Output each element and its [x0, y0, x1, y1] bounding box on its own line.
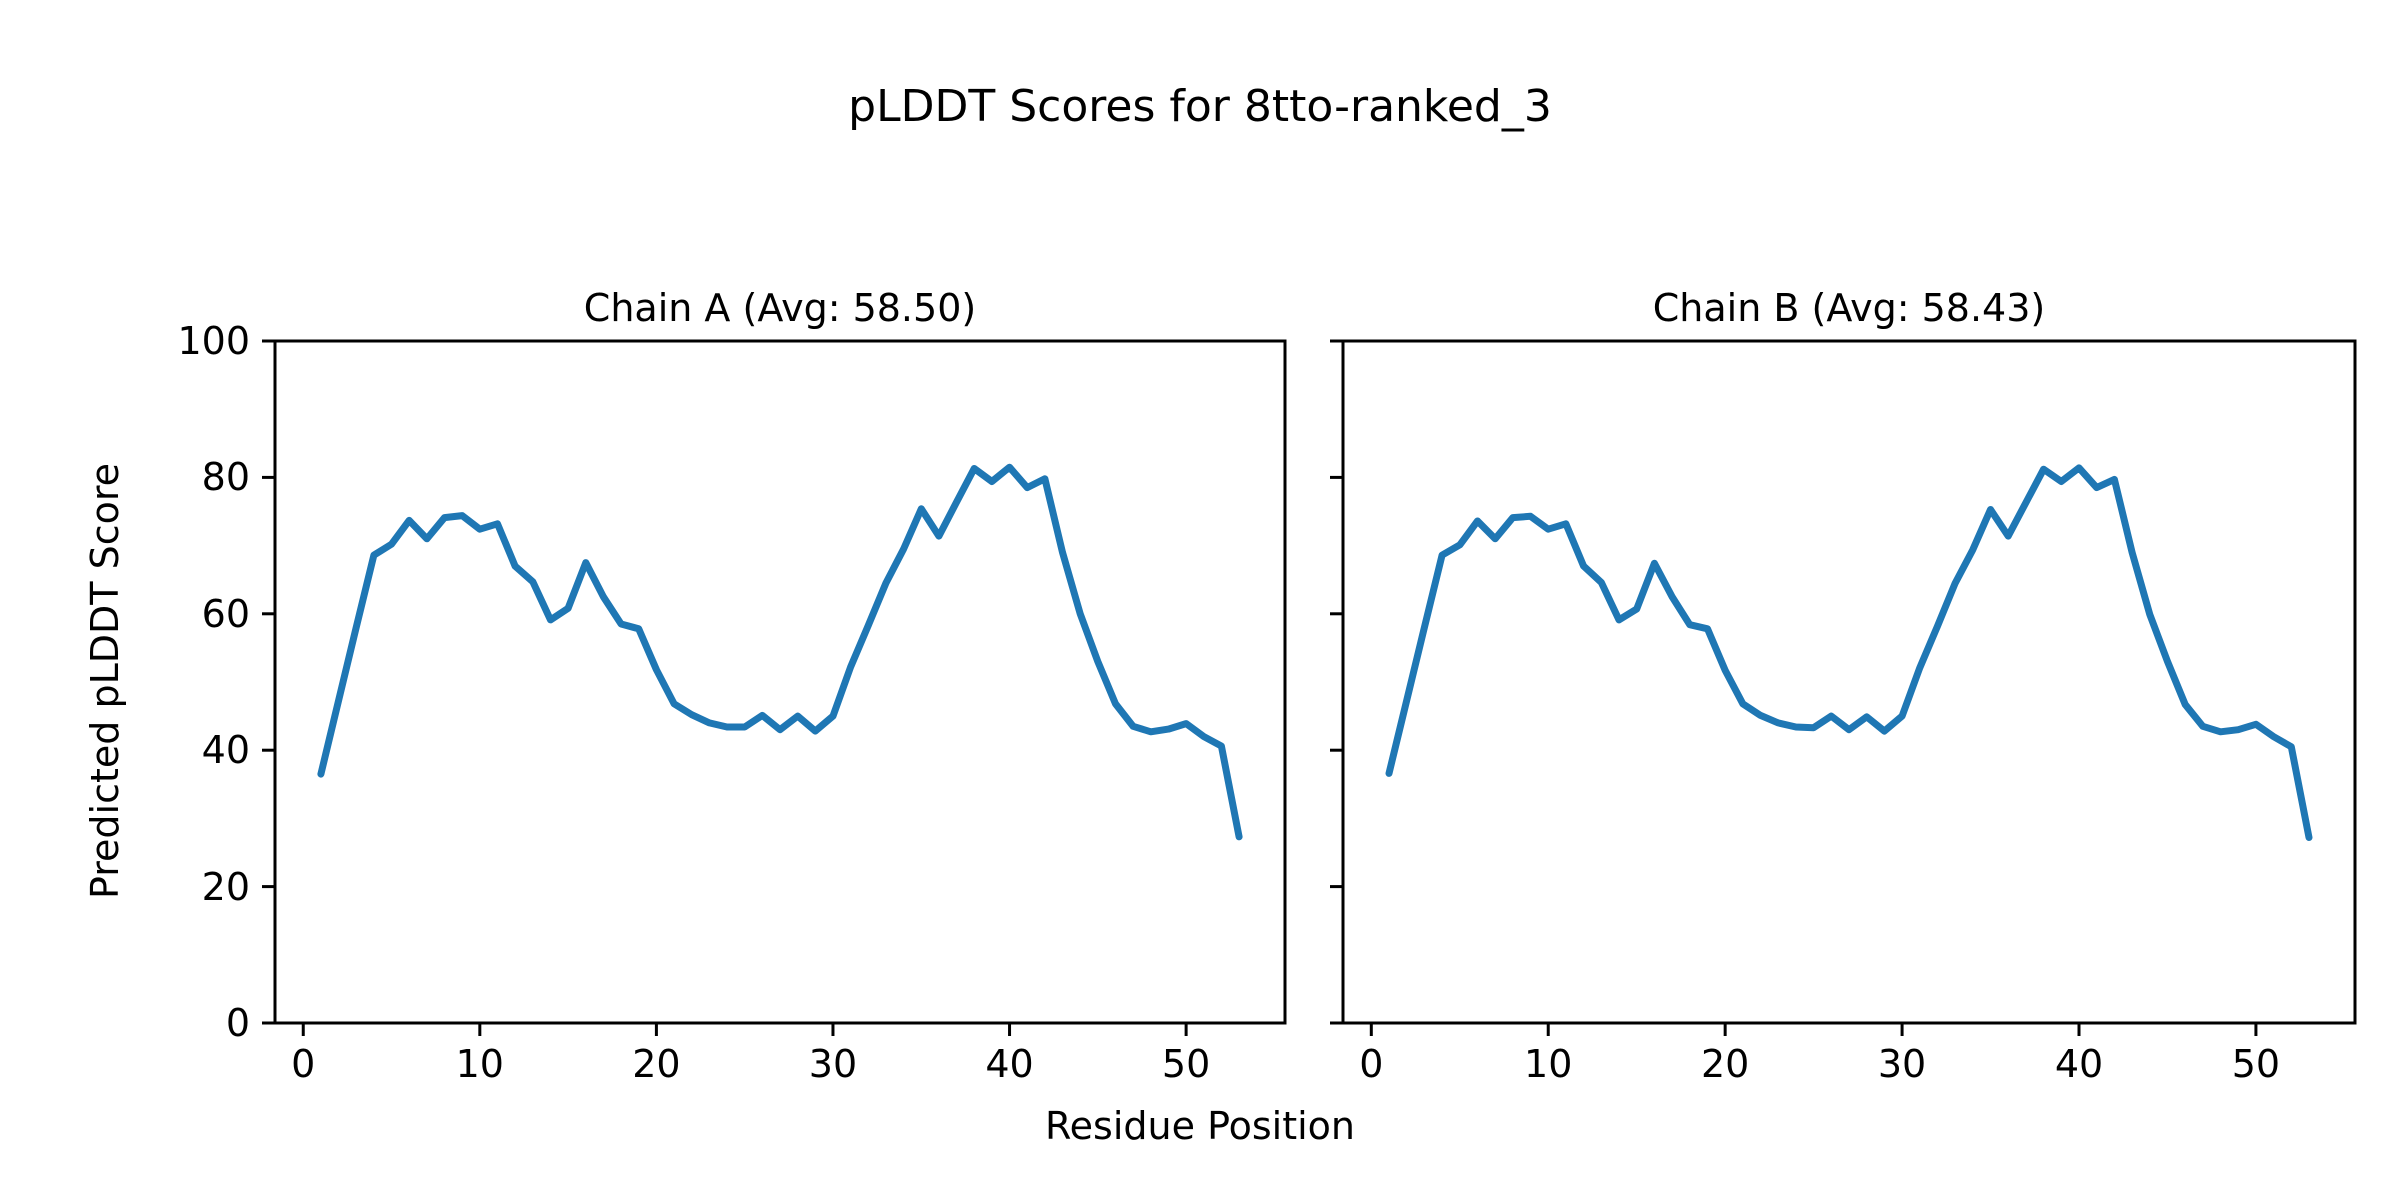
x-axis-label: Residue Position	[1044, 1104, 1356, 1148]
y-tick-label: 40	[201, 728, 250, 773]
plddt-line-chain-a	[317, 463, 1243, 841]
x-tick-label: 0	[1359, 1042, 1384, 1086]
y-tick-label: 20	[201, 864, 250, 909]
x-tick-label: 40	[985, 1042, 1034, 1086]
x-tick-label: 20	[632, 1042, 681, 1086]
x-tick-label: 10	[455, 1042, 504, 1086]
x-tick-label: 30	[1877, 1042, 1927, 1086]
subplot-chain-a-axes	[262, 339, 1287, 1036]
x-tick-label: 50	[1161, 1042, 1211, 1086]
y-tick-label: 80	[201, 455, 250, 500]
subplot-title-chain-a: Chain A (Avg: 58.50)	[583, 286, 977, 330]
subplot-title-chain-b: Chain B (Avg: 58.43)	[1652, 286, 2046, 330]
x-tick-label: 40	[2054, 1042, 2104, 1086]
x-tick-label: 10	[1524, 1042, 1573, 1086]
figure-title: pLDDT Scores for 8tto-ranked_3	[848, 81, 1552, 132]
y-tick-label: 100	[177, 319, 250, 363]
x-tick-label: 20	[1700, 1042, 1750, 1086]
subplot-chain-b-axes	[1330, 339, 2357, 1036]
y-axis-label: Predicted pLDDT Score	[83, 463, 128, 899]
axes-spines	[273, 339, 1287, 1025]
plddt-line-chain-b	[1385, 464, 2313, 841]
axes-spines	[1341, 339, 2357, 1025]
x-tick-label: 50	[2231, 1042, 2281, 1086]
x-tick-label: 0	[291, 1042, 316, 1086]
y-tick-label: 60	[201, 591, 250, 636]
y-tick-label: 0	[225, 1001, 250, 1045]
x-tick-label: 30	[808, 1042, 858, 1086]
